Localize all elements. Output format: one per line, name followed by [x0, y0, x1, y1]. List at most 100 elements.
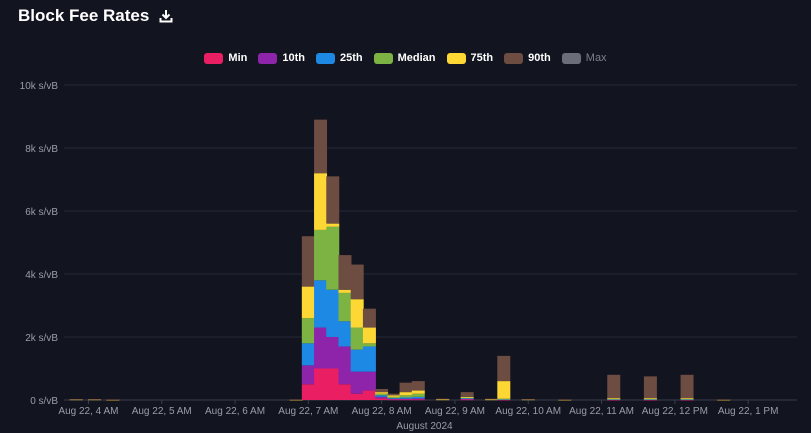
bar-segment-median — [399, 395, 413, 398]
x-tick-label: Aug 22, 9 AM — [425, 406, 485, 417]
bar-segment-median — [301, 318, 315, 344]
bar-segment-p75 — [362, 327, 376, 344]
bar-segment-p10 — [399, 398, 413, 400]
x-tick-label: Aug 22, 5 AM — [132, 406, 192, 417]
bar-segment-p90 — [399, 382, 413, 393]
bar-segment-p25 — [411, 396, 425, 399]
bar-segment-median — [375, 393, 389, 396]
bar-segment-p25 — [399, 397, 413, 399]
y-tick-label: 0 s/vB — [30, 396, 58, 407]
bar-segment-p75 — [497, 381, 511, 399]
bar-segment-p10 — [314, 327, 328, 369]
legend-swatch — [504, 52, 524, 64]
x-tick-label: Aug 22, 4 AM — [58, 406, 118, 417]
bar-segment-p90 — [680, 374, 694, 399]
bar-segment-p10 — [362, 371, 376, 391]
bar-segment-p90 — [88, 399, 102, 400]
bar-segment-p75 — [460, 396, 474, 398]
bar-segment-median — [387, 396, 401, 399]
bar-segment-p75 — [387, 395, 401, 397]
legend-item-p90[interactable]: 90th — [504, 52, 551, 64]
bar-segment-p25 — [338, 321, 352, 347]
bar-segment-p10 — [460, 398, 474, 400]
bar-segment-p75 — [338, 289, 352, 293]
bar-segment-p75 — [411, 390, 425, 394]
bar-segment-min — [326, 368, 340, 400]
bar-segment-p10 — [375, 396, 389, 399]
bar-segment-p90 — [106, 399, 120, 401]
legend-item-p75[interactable]: 75th — [446, 52, 494, 64]
bar-segment-p10 — [350, 371, 364, 394]
x-tick-label: Aug 22, 10 AM — [495, 406, 561, 417]
bar-segment-p25 — [301, 343, 315, 366]
bar-segment-p90 — [558, 399, 572, 401]
bar-segment-min — [399, 399, 413, 401]
bar-segment-p90 — [375, 388, 389, 393]
bar-segment-min — [460, 399, 474, 401]
bar-segment-p90 — [521, 399, 535, 400]
legend-item-p10[interactable]: 10th — [258, 52, 305, 64]
x-tick-label: Aug 22, 8 AM — [352, 406, 412, 417]
bar-segment-median — [326, 226, 340, 290]
x-tick-label: Aug 22, 12 PM — [642, 406, 708, 417]
bar-segment-p90 — [69, 399, 83, 400]
legend-label: 25th — [340, 52, 363, 64]
bar-segment-p75 — [399, 392, 413, 396]
legend-item-max[interactable]: Max — [561, 52, 607, 64]
bar-segment-p90 — [387, 393, 401, 396]
bar-segment-p75 — [485, 399, 499, 401]
bar-segment-min — [314, 368, 328, 400]
bar-segment-p25 — [314, 280, 328, 328]
bar-segment-min — [350, 393, 364, 400]
bar-segment-p75 — [375, 392, 389, 394]
bar-segment-p25 — [362, 346, 376, 372]
bar-segment-p90 — [411, 381, 425, 391]
bar-segment-p90 — [350, 264, 364, 300]
legend-label: 75th — [470, 52, 494, 64]
bar-segment-p75 — [314, 173, 328, 230]
bar-segment-p10 — [326, 337, 340, 369]
x-tick-label: Aug 22, 6 AM — [205, 406, 265, 417]
bar-segment-median — [338, 292, 352, 322]
bar-segment-p75 — [680, 398, 694, 399]
legend-item-median[interactable]: Median — [373, 52, 436, 64]
y-tick-label: 4k s/vB — [25, 270, 58, 281]
bar-segment-p75 — [436, 399, 450, 401]
legend-swatch — [446, 52, 466, 64]
bar-segment-p90 — [436, 398, 450, 400]
legend-label: 90th — [528, 52, 551, 64]
bar-segment-min — [362, 390, 376, 400]
legend-item-min[interactable]: Min — [204, 52, 247, 64]
y-tick-label: 10k s/vB — [20, 81, 59, 92]
legend-swatch — [258, 52, 278, 64]
bar-segment-p10 — [387, 398, 401, 400]
bar-segment-p90 — [717, 399, 731, 401]
x-axis-title: August 2024 — [396, 421, 453, 432]
bar-segment-median — [314, 229, 328, 281]
bar-segment-p75 — [350, 299, 364, 328]
bar-segment-p10 — [301, 365, 315, 385]
bar-segment-p90 — [326, 176, 340, 224]
legend-label: 10th — [282, 52, 305, 64]
bar-segment-p10 — [411, 398, 425, 400]
bar-segment-p75 — [643, 398, 657, 399]
bar-segment-p25 — [326, 289, 340, 337]
bar-segment-median — [497, 398, 511, 400]
x-tick-label: Aug 22, 11 AM — [569, 406, 634, 417]
bar-segment-p90 — [338, 255, 352, 290]
bar-segment-median — [680, 398, 694, 400]
bar-segment-median — [607, 398, 621, 400]
y-tick-label: 8k s/vB — [25, 144, 58, 155]
bar-segment-p90 — [362, 308, 376, 328]
download-icon[interactable] — [157, 7, 175, 25]
bar-segment-p90 — [460, 392, 474, 397]
bar-segment-p25 — [387, 398, 401, 399]
legend-label: Max — [585, 52, 607, 64]
legend-item-p25[interactable]: 25th — [316, 52, 363, 64]
legend-swatch — [204, 52, 224, 64]
bar-segment-min — [387, 399, 401, 401]
bar-segment-median — [643, 398, 657, 400]
legend-swatch — [373, 52, 393, 64]
chart-legend: Min 10th 25th Median 75th 90th Max — [0, 52, 811, 64]
